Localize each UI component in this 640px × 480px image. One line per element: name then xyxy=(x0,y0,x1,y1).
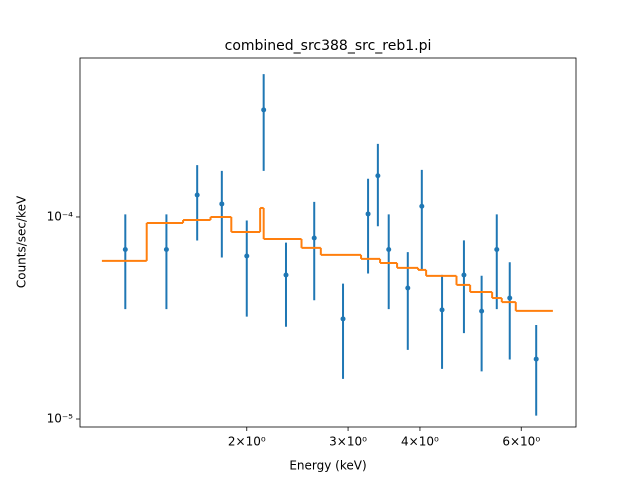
x-tick-label: 2×10⁰ xyxy=(228,435,266,449)
data-point xyxy=(163,247,169,253)
x-tick-label: 6×10⁰ xyxy=(502,435,540,449)
data-point xyxy=(261,107,267,113)
data-point xyxy=(479,308,485,314)
y-tick-label: 10⁻⁴ xyxy=(47,209,74,223)
data-point xyxy=(419,203,425,209)
data-point xyxy=(244,253,250,259)
data-point xyxy=(122,247,128,253)
x-tick-label: 3×10⁰ xyxy=(329,435,367,449)
data-point xyxy=(194,192,200,198)
data-point xyxy=(507,295,513,301)
chart-title: combined_src388_src_reb1.pi xyxy=(225,38,432,54)
data-point xyxy=(461,272,467,278)
x-tick-label: 4×10⁰ xyxy=(401,435,439,449)
plot-frame xyxy=(79,57,577,428)
data-point xyxy=(533,356,539,362)
data-point xyxy=(439,307,445,313)
y-axis-label: Counts/sec/keV xyxy=(15,195,29,288)
data-point xyxy=(340,316,346,322)
data-point xyxy=(386,247,392,253)
y-tick-label: 10⁻⁵ xyxy=(47,412,74,426)
data-point xyxy=(405,285,411,291)
data-point xyxy=(311,235,317,241)
data-point xyxy=(494,247,500,253)
data-point xyxy=(283,272,289,278)
data-point xyxy=(365,211,371,217)
data-point xyxy=(219,201,225,207)
data-point xyxy=(375,173,381,179)
x-axis-label: Energy (keV) xyxy=(289,459,366,473)
